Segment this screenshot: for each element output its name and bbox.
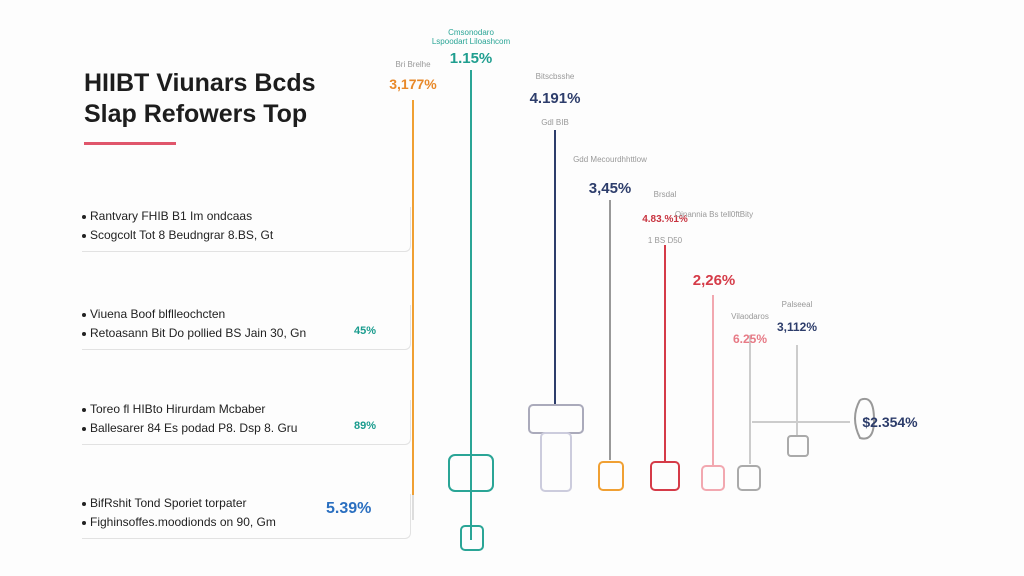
callout-value: $2.354% — [862, 414, 918, 430]
callout-note: Gdl BIB — [541, 118, 569, 127]
callout-value: 3,177% — [389, 76, 437, 92]
callout-label: Brsdal — [653, 190, 677, 199]
item-box: Toreo fl HIBto Hirurdam Mcbaber Ballesar… — [82, 400, 411, 445]
accent-rule — [84, 142, 176, 145]
callout-label: Palseeal — [781, 300, 813, 309]
callout-label: Bitscbsshe — [535, 72, 575, 81]
callout-value: 3,112% — [776, 320, 818, 334]
title-line: HIIBT Viunars Bcds — [84, 69, 316, 97]
callout-note: 1 BS D50 — [647, 236, 683, 245]
callout-label: Gdd Mecourdhhttlow — [573, 155, 647, 164]
item-line: Viuena Boof blflleochcten — [82, 305, 410, 324]
item-line: Fighinsoffes.moodionds on 90, Gm — [82, 513, 410, 532]
callout-label: Vilaodaros — [731, 312, 769, 321]
item-line: Toreo fl HIBto Hirurdam Mcbaber — [82, 400, 410, 419]
item-box: Rantvary FHIB B1 Im ondcaas Scogcolt Tot… — [82, 207, 411, 252]
callout-value: 6.25% — [732, 332, 768, 346]
title: HIIBT Viunars Bcds Slap Refowers Top — [84, 68, 316, 130]
item-line: Retoasann Bit Do pollied BS Jain 30, Gn — [82, 324, 410, 343]
callout-value: 2,26% — [692, 272, 736, 289]
item-line: BifRshit Tond Sporiet torpater — [82, 494, 410, 513]
item-value: 45% — [354, 325, 377, 337]
item-box: Viuena Boof blflleochcten Retoasann Bit … — [82, 305, 411, 350]
callout-label: Cmsonodaro Lspoodart Liloashcom — [431, 28, 511, 46]
item-value: 5.39% — [326, 500, 372, 517]
item-line: Scogcolt Tot 8 Beudngrar 8.BS, Gt — [82, 226, 410, 245]
callout-value: 3,45% — [588, 180, 632, 197]
item-line: Rantvary FHIB B1 Im ondcaas — [82, 207, 410, 226]
callout-label: Bri Brelhe — [395, 60, 431, 69]
item-box: BifRshit Tond Sporiet torpater Fighinsof… — [82, 494, 411, 539]
item-value: 89% — [354, 420, 377, 432]
callout-value: 1.15% — [449, 50, 493, 67]
callout-value: 4.83.%1% — [642, 214, 688, 225]
callout-value: 4.191% — [529, 90, 581, 107]
item-line: Ballesarer 84 Es podad P8. Dsp 8. Gru — [82, 419, 410, 438]
title-line: Slap Refowers Top — [84, 100, 308, 128]
callout-label: Oinannia Bs tell0ftBity — [674, 210, 754, 219]
